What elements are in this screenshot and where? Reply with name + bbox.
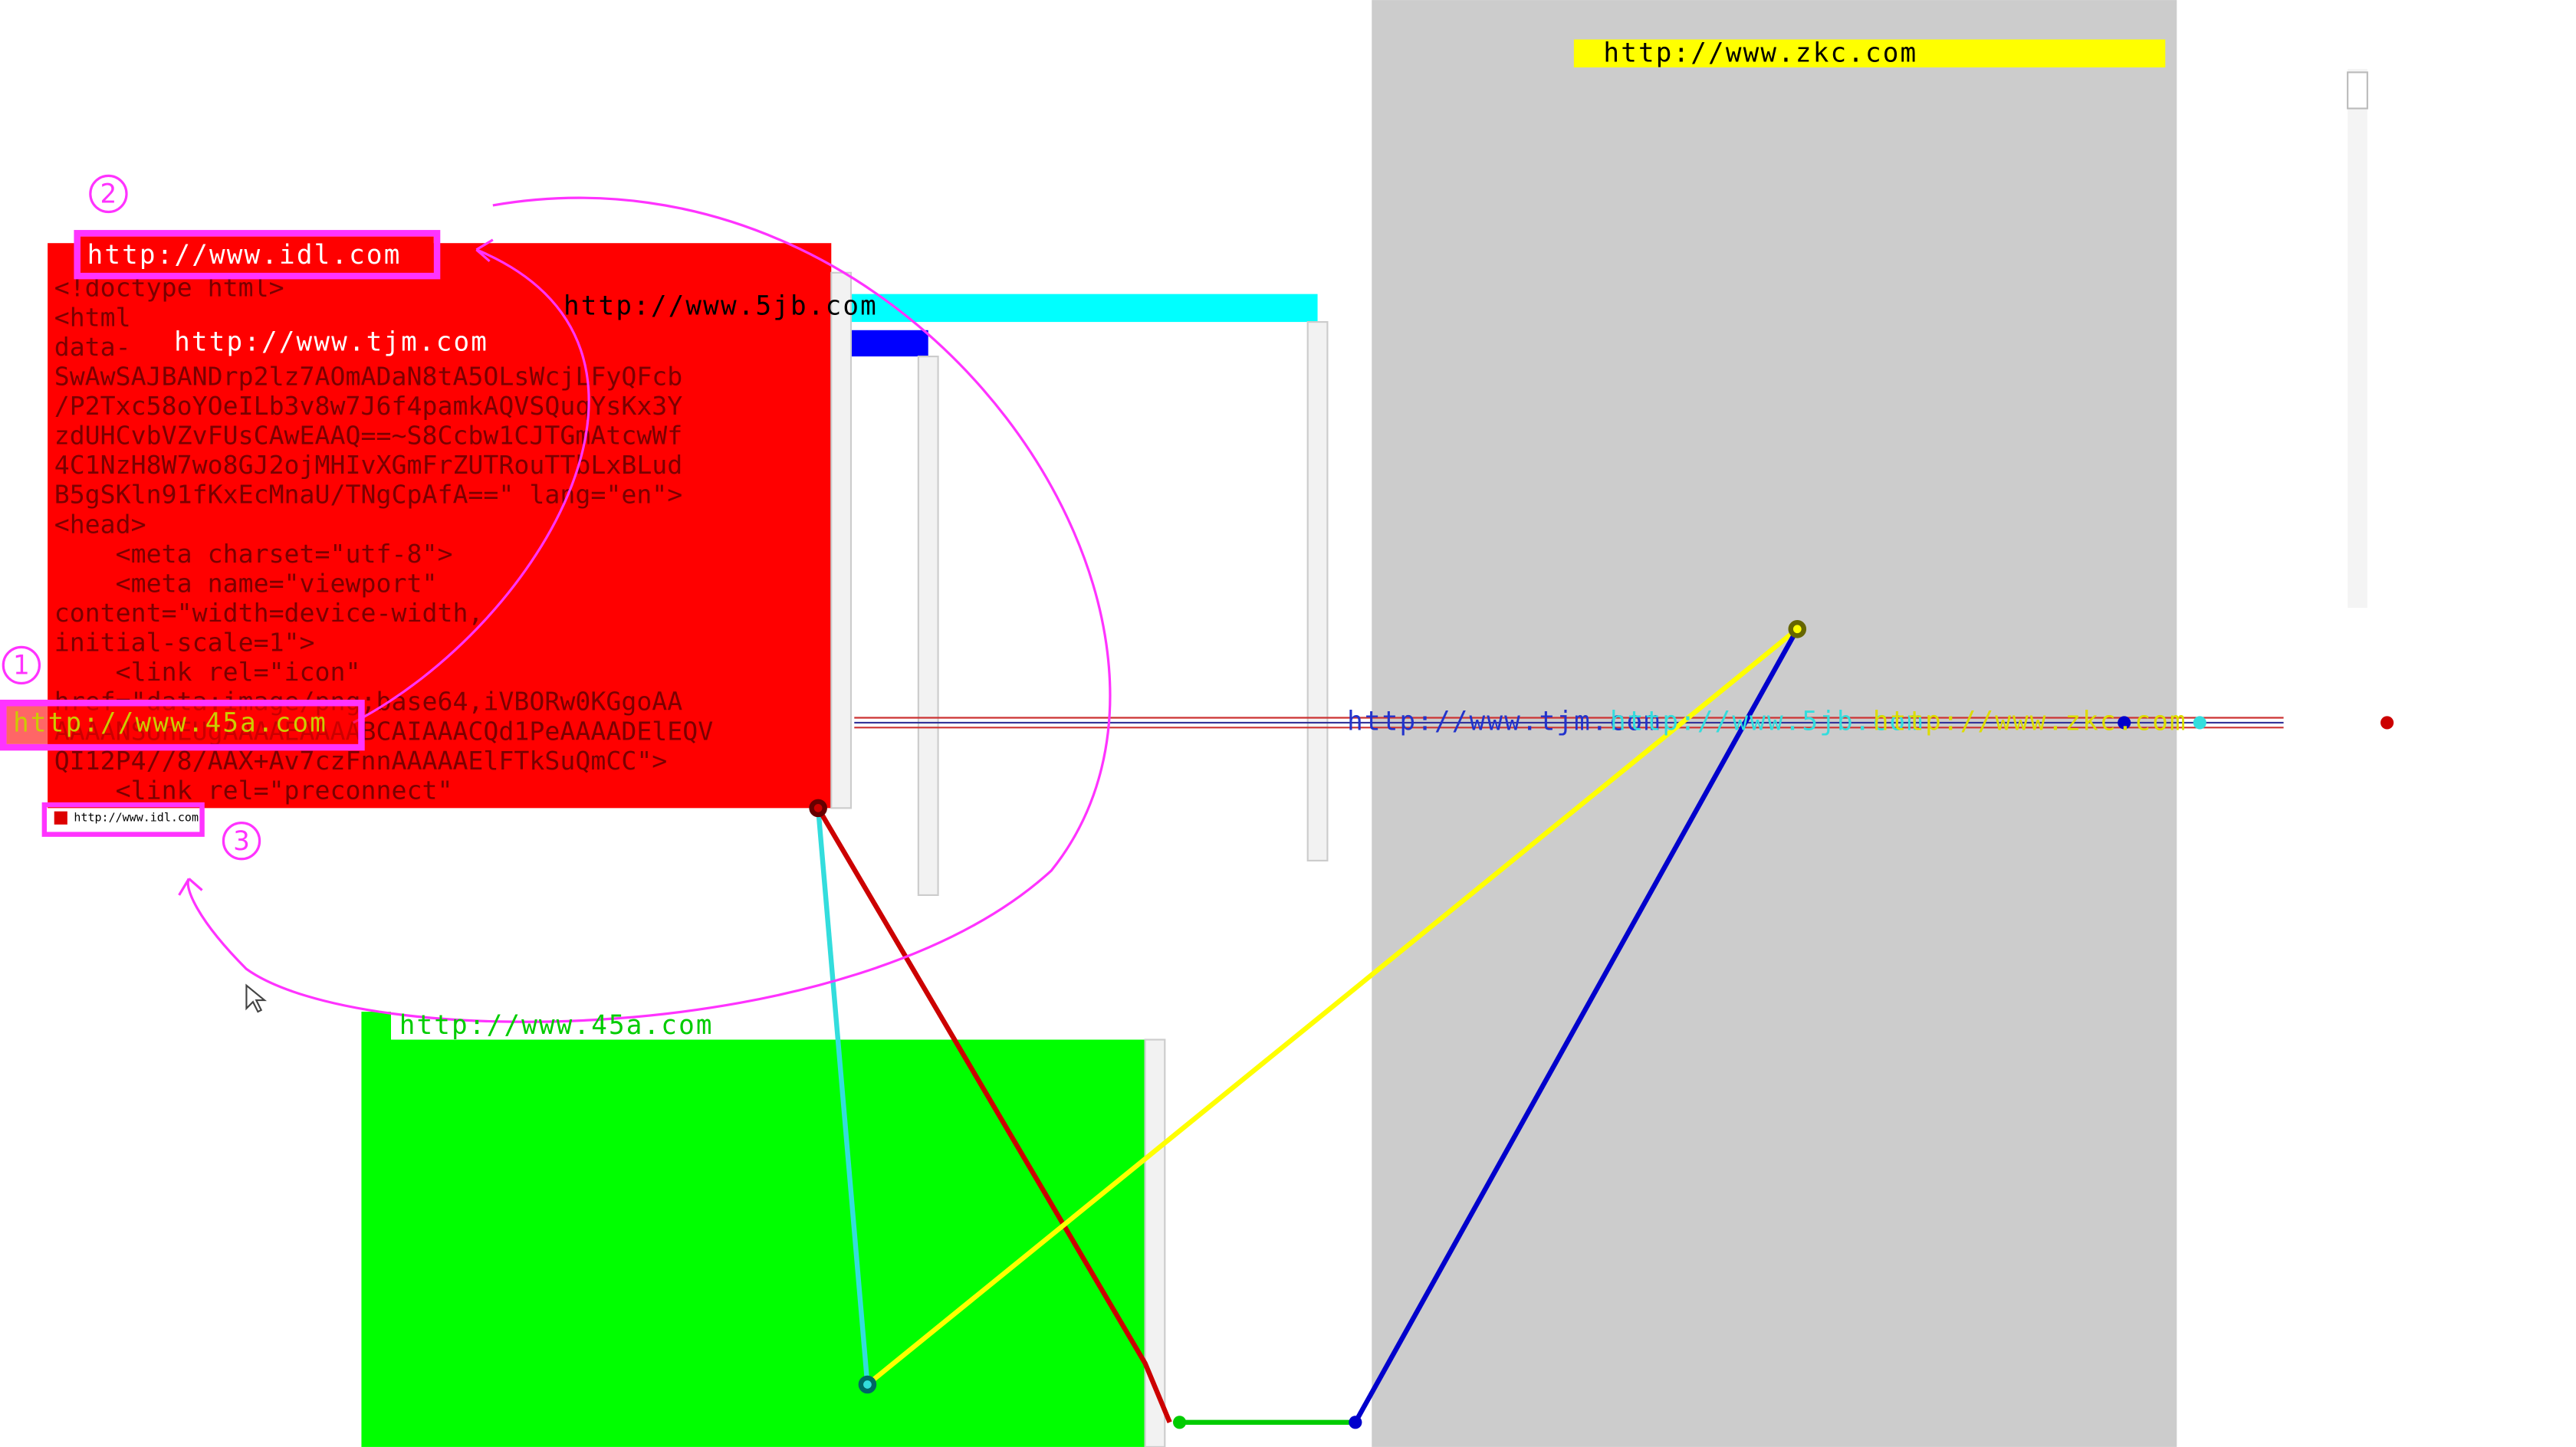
scrollbar [917,356,939,896]
code-line: data- [54,332,131,362]
code-line: SwAwSAJBANDrp2lz7AOmADaN8tA5OLsWcjLFyQFc… [54,361,683,391]
connections [809,620,2394,1429]
window-title: http://www.45a.com [399,1010,714,1041]
window-body [361,1039,1145,1447]
code-line: QI12P4//8/AAX+Av7czFnnAAAAAElFTkSuQmCC"> [54,746,668,776]
markers: 1 2 3 [2,174,261,861]
window-title: http://www.tjm.com [174,326,488,357]
timeline [854,717,2284,729]
code-line: <link rel="preconnect" [54,775,453,805]
title-bg [80,236,434,273]
marker-circle [222,822,261,861]
tab-label: http://www.idl.com [74,811,199,825]
code-line: content="width=device-width, [54,598,484,628]
code-line: 4C1NzH8W7wo8GJ2ojMHIvXGmFrZUTRouTTbLxBLu… [54,450,683,480]
scrollbar [1144,1038,1166,1447]
marker-circle [2,645,41,685]
code-line: <head> [54,509,146,539]
code-line: initial-scale=1"> [54,628,315,658]
code-line: <meta charset="utf-8"> [54,539,453,569]
code-line: <meta name="viewport" [54,568,438,598]
window-title: http://www.45a.com [13,708,327,739]
code-line: /P2Txc58oYOeILb3v8w7J6f4pamkAQVSQuqYsKx3… [54,391,683,421]
code-line: B5gSKln91fKxEcMnaU/TNgCpAfA==" lang="en"… [54,480,683,510]
title-bg [6,706,359,744]
cursor [245,983,268,1013]
tab-icon [54,811,67,825]
code-line: <html [54,302,131,332]
window-icon [361,1012,391,1040]
marker-number: 2 [100,179,117,210]
scrollbar [830,271,853,809]
window-titlebar [1573,39,2166,67]
code-view: <!doctype html><htmldata-SwAwSAJBANDrp2l… [54,273,714,806]
timeline-label: http://www.5jb.com [1610,706,1924,737]
marker-number: 1 [13,651,30,681]
code-line: zdUHCvbVZvFUsCAwEAAQ==~S8Ccbw1CJTGmAtcwW… [54,421,683,451]
annotation-arrows [0,196,1112,1023]
marker-number: 3 [233,826,250,857]
timeline-label: http://www.tjm.com [1347,706,1661,737]
window-title: http://www.idl.com [87,240,402,271]
code-line: <link rel="icon" [54,657,361,687]
window-title: http://www.zkc.com [1603,38,1917,68]
timeline-label: http://www.zkc.com [1873,706,2187,737]
window-title: http://www.5jb.com [564,290,878,321]
scrollbar [1306,321,1329,861]
scrollbar [2348,69,2367,608]
scroll-up[interactable] [2347,71,2368,110]
marker-circle [89,174,128,214]
